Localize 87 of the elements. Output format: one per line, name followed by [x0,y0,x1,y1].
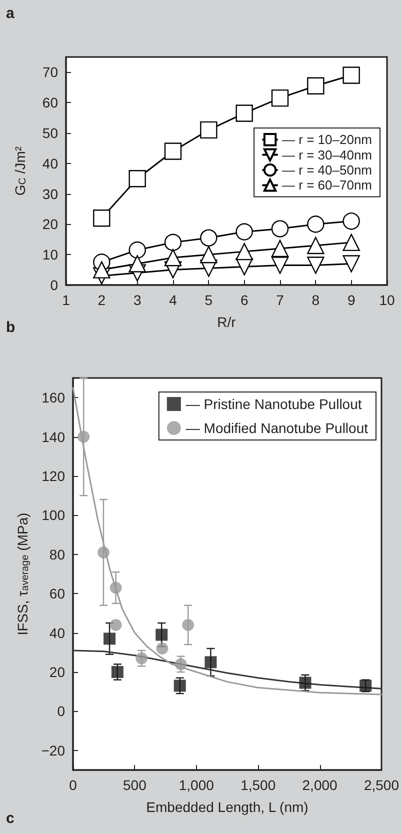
point [204,656,217,668]
point [236,104,253,122]
x-tick-label: 7 [276,292,284,308]
point [200,246,218,264]
point [342,212,360,230]
point [97,546,110,558]
x-tick-label: 500 [123,777,147,793]
y-tick-label: 0 [57,703,66,720]
legend-label: — r = 60–70nm [282,178,372,193]
point [307,256,324,274]
x-tick-label: 2 [98,292,106,308]
x-tick-label: 8 [312,292,320,308]
point [200,229,218,246]
x-tick-label: 1,000 [178,777,214,793]
point [271,89,289,107]
point [307,77,324,94]
y-tick-label: 40 [49,624,66,641]
y-tick-label: 0 [50,277,58,293]
point [78,430,90,443]
x-tick-label: 1,500 [240,777,276,793]
x-tick-label: 9 [347,292,356,308]
legend-label: — r = 10–20nm [282,132,372,148]
point [307,236,324,254]
line-series [72,650,382,690]
point [128,241,146,259]
point [342,66,360,84]
point [299,676,312,689]
y-tick-label: −20 [41,742,66,758]
y-tick-label: 140 [42,428,66,445]
y-tick-label: 70 [42,64,58,80]
text: c [6,810,14,827]
point [164,142,182,160]
y-tick-label: 120 [42,468,66,484]
legend-label: — Modified Nanotube Pullout [186,420,368,436]
y-tick-label: 160 [42,390,66,406]
legend-label: — r = 30–40nm [282,147,372,162]
point [164,249,182,266]
point [164,234,182,252]
point [136,652,148,664]
y-tick-label: 40 [42,155,58,172]
text: a [6,5,15,22]
y-tick-label: 60 [42,94,58,111]
x-tick-label: 5 [204,292,213,308]
y-axis-title: GC /Jm² [12,146,28,196]
point [93,261,110,278]
x-axis-title: R/r [217,314,236,330]
x-tick-label: 2,500 [364,777,400,793]
point [104,632,116,645]
point [182,618,194,631]
point [110,582,122,594]
point [110,618,122,631]
y-tick-label: 100 [42,507,66,524]
point [128,255,146,272]
point [271,240,289,258]
point [111,666,124,678]
point [236,223,253,240]
point [236,242,253,260]
y-tick-label: 10 [42,246,58,263]
point [93,210,110,227]
legend-label: — r = 40–50nm [282,162,372,178]
point [156,642,168,654]
y-tick-label: 60 [49,586,66,602]
point [342,255,360,272]
point [342,234,360,252]
x-tick-label: 10 [379,292,395,308]
point [307,216,324,233]
x-axis-title: Embedded Length, L (nm) [146,799,308,815]
point [128,170,146,188]
point [200,121,218,139]
y-tick-label: 30 [42,186,58,202]
text: b [6,319,16,336]
x-tick-label: 4 [169,292,178,308]
x-tick-label: 3 [133,292,142,308]
point [271,220,289,238]
point [174,658,187,670]
y-tick-label: 20 [42,216,58,232]
y-axis-title: IFSS, τaverage (MPa) [14,512,31,636]
x-tick-label: 0 [69,777,78,793]
x-tick-label: 1 [62,292,70,308]
x-tick-label: 6 [240,292,248,308]
y-tick-label: 20 [49,664,66,680]
x-tick-label: 2,000 [302,777,338,793]
y-tick-label: 50 [42,125,58,141]
legend-label: — Pristine Nanotube Pullout [186,396,362,412]
y-tick-label: 80 [49,546,66,562]
point [156,628,168,641]
point [174,680,186,692]
